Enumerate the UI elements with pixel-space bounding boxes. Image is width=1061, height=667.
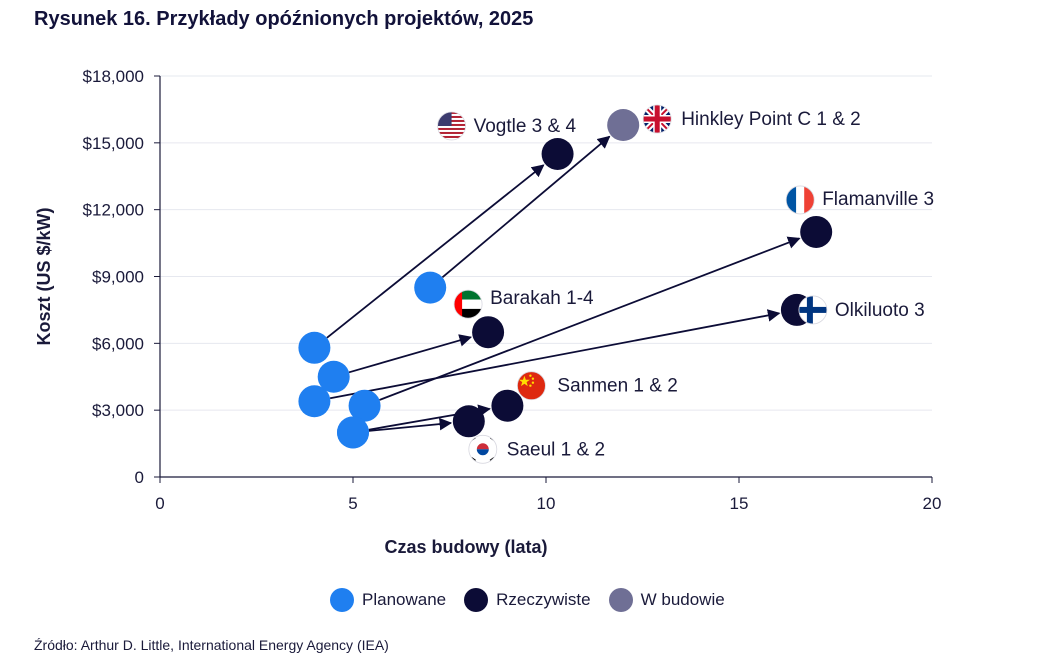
planned-point — [337, 416, 369, 449]
project-label: Flamanville 3 — [822, 189, 934, 210]
x-tick-label: 0 — [155, 494, 164, 513]
arrow — [368, 417, 453, 432]
actual-point — [800, 215, 833, 248]
y-tick-label: $9,000 — [92, 268, 144, 287]
planned-point — [298, 331, 331, 364]
planned-point — [317, 360, 350, 393]
project-label: Sanmen 1 & 2 — [557, 376, 677, 397]
actual-point — [452, 405, 485, 438]
y-tick-label: $12,000 — [83, 201, 144, 220]
china-flag-icon — [517, 371, 546, 401]
y-axis-label: Koszt (US $/kW) — [34, 207, 54, 345]
legend-swatch-actual — [464, 588, 489, 612]
y-tick-label: 0 — [135, 468, 144, 487]
france-flag-icon — [785, 185, 815, 215]
legend-label-actual: Rzeczywiste — [496, 590, 591, 609]
source-note: Źródło: Arthur D. Little, International … — [34, 637, 389, 653]
y-tick-label: $3,000 — [92, 401, 144, 420]
korea-flag-icon — [468, 434, 498, 464]
axes: 0 $3,000 $6,000 $9,000 $12,000 $15,000 $18,000… — [34, 67, 941, 557]
arrow — [379, 236, 801, 401]
legend: Planowane Rzeczywiste W budowie — [330, 588, 725, 612]
x-axis-label: Czas budowy (lata) — [384, 537, 547, 557]
actual-point — [541, 137, 574, 170]
project-label: Olkiluoto 3 — [835, 300, 925, 321]
arrow — [329, 309, 781, 400]
legend-label-planned: Planowane — [362, 590, 447, 609]
legend-label-in-construction: W budowie — [640, 590, 725, 609]
arrow — [326, 164, 545, 339]
finland-flag-icon — [798, 295, 828, 325]
x-tick-label: 10 — [537, 494, 556, 513]
planned-point — [298, 385, 331, 418]
x-tick-label: 15 — [730, 494, 749, 513]
x-tick-label: 20 — [923, 494, 942, 513]
uk-flag-icon — [642, 104, 672, 134]
y-tick-label: $18,000 — [83, 67, 144, 86]
actual-point — [491, 389, 524, 422]
legend-swatch-planned — [330, 588, 354, 612]
legend-item-in-construction: W budowie — [608, 588, 725, 612]
legend-item-planned: Planowane — [330, 588, 446, 612]
y-tick-label: $6,000 — [92, 334, 144, 353]
y-tick-label: $15,000 — [83, 134, 144, 153]
planned-point — [414, 271, 447, 304]
project-label: Barakah 1-4 — [490, 288, 594, 309]
project-labels: Vogtle 3 & 4 Hinkley Point C 1 & 2 Flamanv… — [437, 104, 934, 464]
project-label: Vogtle 3 & 4 — [474, 116, 577, 137]
chart-title: Rysunek 16. Przykłady opóźnionych projek… — [34, 8, 534, 30]
actual-point — [607, 109, 640, 142]
uae-flag-icon — [453, 289, 483, 319]
arrow — [441, 135, 611, 279]
actual-point — [472, 316, 505, 349]
project-label: Saeul 1 & 2 — [507, 439, 605, 460]
arrow — [348, 334, 473, 374]
points — [298, 109, 833, 449]
legend-item-actual: Rzeczywiste — [464, 588, 591, 612]
project-label: Hinkley Point C 1 & 2 — [681, 109, 861, 130]
legend-swatch-in-construction — [608, 588, 633, 612]
us-flag-icon — [437, 111, 466, 141]
x-tick-label: 5 — [348, 494, 357, 513]
planned-point — [348, 389, 381, 422]
